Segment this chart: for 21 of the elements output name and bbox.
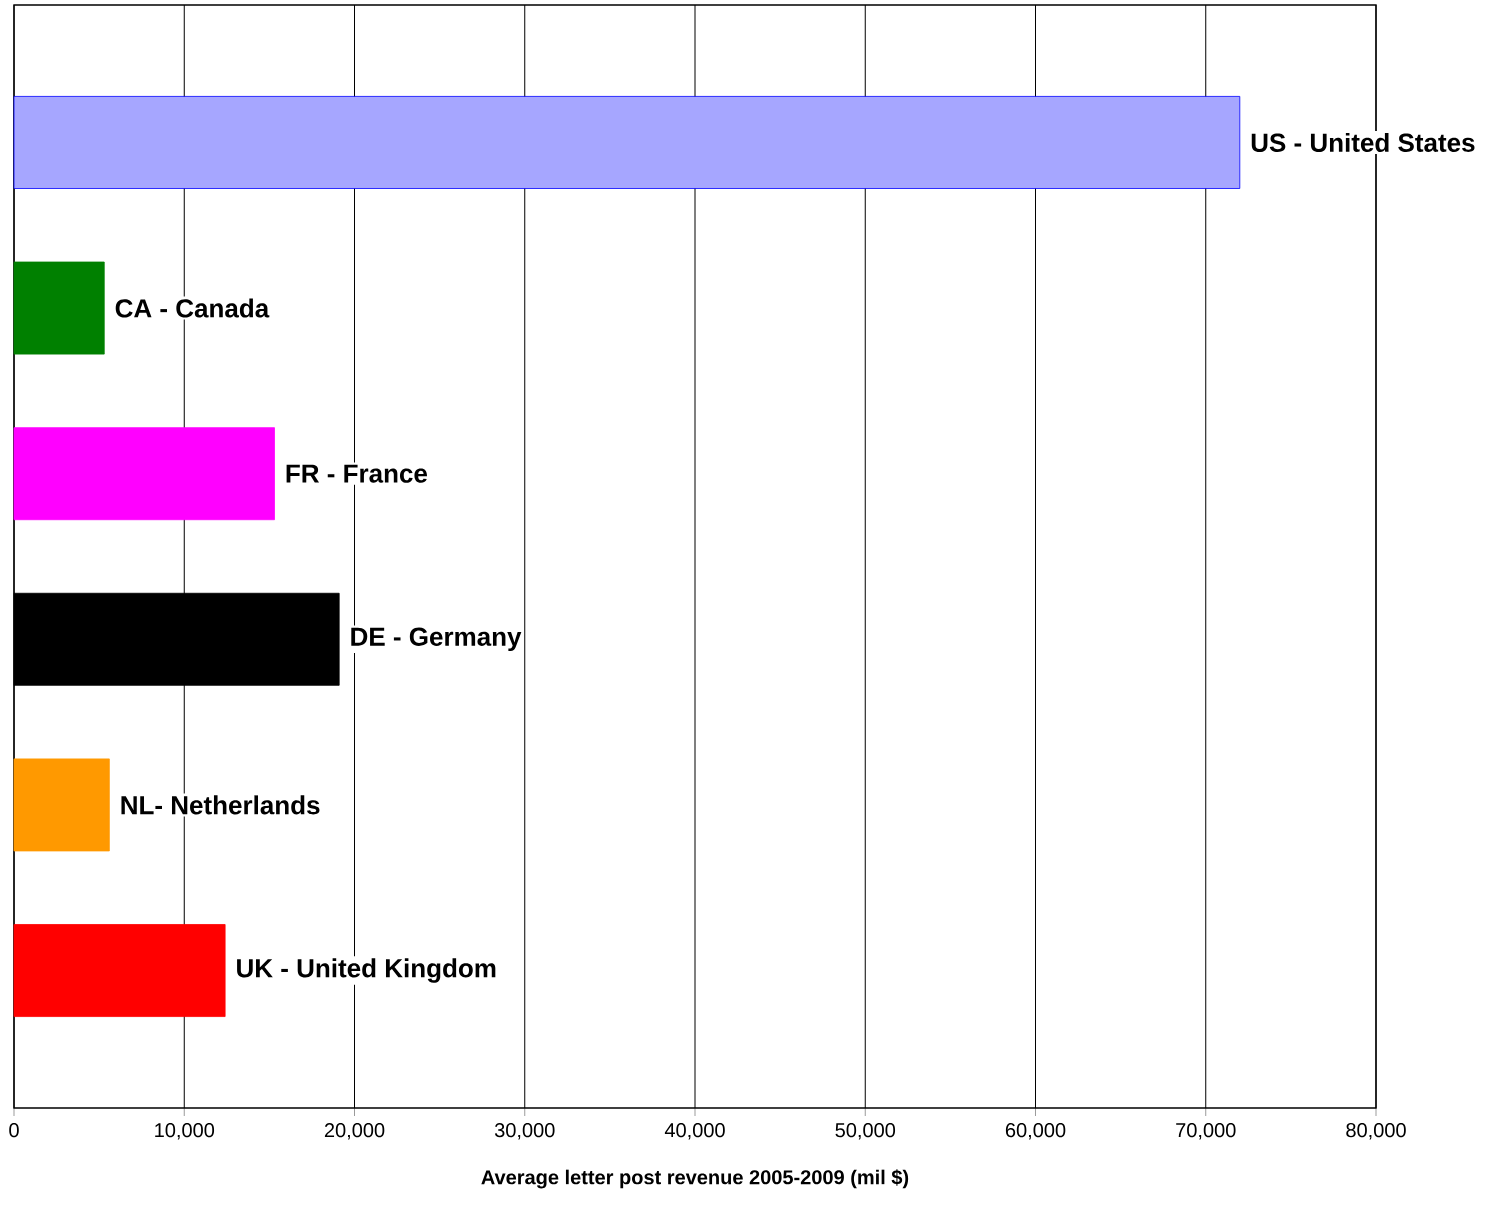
x-tick-label: 80,000: [1346, 1123, 1406, 1140]
y-tick-label: UK - United Kingdom: [237, 958, 496, 983]
bar: [13, 924, 226, 1017]
x-tick-label: 20,000: [324, 1123, 385, 1140]
bar: [13, 427, 275, 521]
bar: [13, 261, 105, 355]
x-tick-label: 40,000: [664, 1123, 725, 1140]
y-tick-label: FR - France: [286, 464, 428, 483]
x-tick-label: 0: [9, 1123, 19, 1138]
x-tick-label: 30,000: [494, 1123, 555, 1140]
x-tick-label: 50,000: [835, 1123, 896, 1140]
bar: [13, 96, 1241, 189]
y-tick-label: DE - Germany: [351, 627, 522, 652]
bar: [13, 758, 110, 852]
x-tick-label: 10,000: [155, 1123, 215, 1140]
x-tick-label: 60,000: [1005, 1123, 1066, 1140]
x-axis-title: Average letter post revenue 2005-2009 (mil $): [481, 1169, 909, 1189]
y-tick-label: CA - Canada: [115, 298, 270, 318]
y-tick-label: US - United States: [1251, 132, 1475, 152]
y-tick-label: NL- Netherlands: [121, 795, 320, 815]
x-tick-label: 70,000: [1176, 1123, 1236, 1140]
